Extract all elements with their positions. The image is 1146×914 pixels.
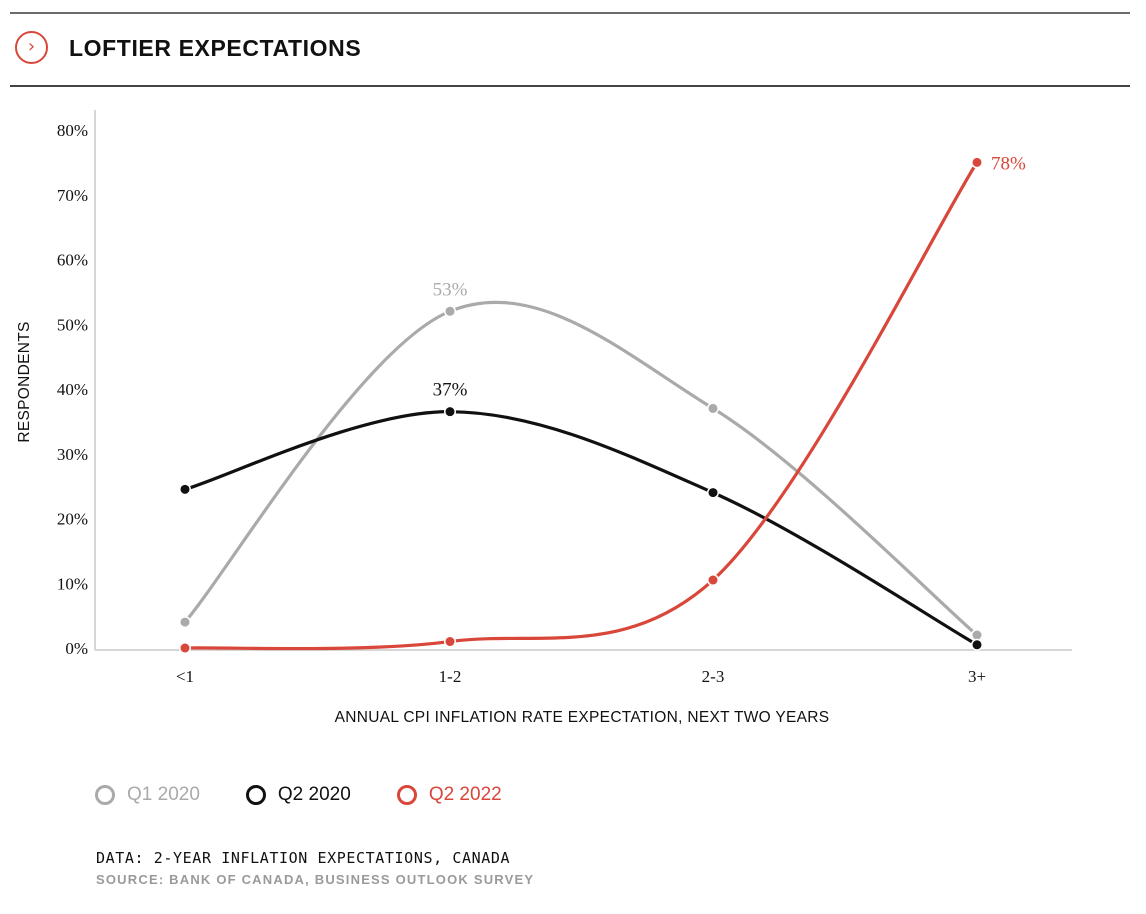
chevron-right-icon[interactable]: › bbox=[15, 31, 48, 64]
x-tick-label: <1 bbox=[176, 667, 194, 686]
series-line bbox=[183, 300, 979, 637]
data-point bbox=[180, 643, 190, 653]
data-label: 78% bbox=[991, 153, 1026, 174]
y-tick-label: 30% bbox=[57, 445, 88, 464]
data-label: 37% bbox=[433, 380, 468, 401]
y-tick-label: 70% bbox=[57, 186, 88, 205]
y-tick-label: 0% bbox=[65, 639, 88, 658]
y-tick-label: 80% bbox=[57, 121, 88, 140]
x-tick-label: 1-2 bbox=[439, 667, 462, 686]
legend-item-q1-2020[interactable]: Q1 2020 bbox=[95, 784, 200, 806]
x-axis-ticks: <1 1-2 2-3 3+ bbox=[176, 667, 986, 686]
legend-label: Q2 2020 bbox=[277, 784, 351, 805]
header-rule bbox=[10, 85, 1130, 87]
data-point bbox=[972, 640, 982, 650]
data-point bbox=[180, 484, 190, 494]
y-tick-label: 20% bbox=[57, 510, 88, 529]
series-q1-2020: 53% bbox=[179, 279, 983, 642]
line-chart: 0% 10% 20% 30% 40% 50% 60% 70% 80% <1 1-2 2-3 3+ RE… bbox=[16, 110, 1072, 726]
legend-circle-icon bbox=[245, 785, 266, 805]
series-q2-2022: 78% bbox=[179, 153, 1026, 654]
y-tick-label: 50% bbox=[57, 315, 88, 334]
x-tick-label: 3+ bbox=[968, 667, 986, 686]
y-axis: 0% 10% 20% 30% 40% 50% 60% 70% 80% bbox=[57, 121, 88, 658]
data-point bbox=[708, 488, 718, 498]
legend-item-q2-2022[interactable]: Q2 2022 bbox=[396, 784, 502, 806]
series-line bbox=[183, 160, 979, 651]
legend-label: Q2 2022 bbox=[428, 784, 502, 805]
data-note: DATA: 2-YEAR INFLATION EXPECTATIONS, CAN… bbox=[96, 849, 511, 867]
x-tick-label: 2-3 bbox=[702, 667, 725, 686]
legend-circle-icon bbox=[95, 785, 115, 805]
legend-circle-icon bbox=[396, 785, 417, 805]
data-label: 53% bbox=[433, 279, 468, 300]
data-point bbox=[972, 157, 982, 167]
source-note: SOURCE: BANK OF CANADA, BUSINESS OUTLOOK… bbox=[96, 872, 535, 887]
series-layer: 53% 37% 78% bbox=[179, 153, 1026, 654]
data-point bbox=[180, 617, 190, 627]
data-point bbox=[445, 637, 455, 647]
chart-title: LOFTIER EXPECTATIONS bbox=[69, 35, 362, 61]
top-rule bbox=[10, 12, 1130, 14]
legend-item-q2-2020[interactable]: Q2 2020 bbox=[245, 784, 351, 806]
x-axis-label: ANNUAL CPI INFLATION RATE EXPECTATION, N… bbox=[335, 709, 830, 726]
data-point bbox=[445, 407, 455, 417]
y-tick-label: 40% bbox=[57, 380, 88, 399]
legend: Q1 2020 Q2 2020 Q2 2022 bbox=[95, 784, 548, 806]
data-point bbox=[445, 306, 455, 316]
data-point bbox=[972, 630, 982, 640]
y-axis-label: RESPONDENTS bbox=[16, 321, 33, 442]
legend-label: Q1 2020 bbox=[127, 784, 200, 805]
y-tick-label: 10% bbox=[57, 574, 88, 593]
series-q2-2020: 37% bbox=[179, 380, 983, 651]
data-point bbox=[708, 403, 718, 413]
series-line bbox=[183, 410, 979, 647]
y-tick-label: 60% bbox=[57, 251, 88, 270]
data-point bbox=[708, 575, 718, 585]
